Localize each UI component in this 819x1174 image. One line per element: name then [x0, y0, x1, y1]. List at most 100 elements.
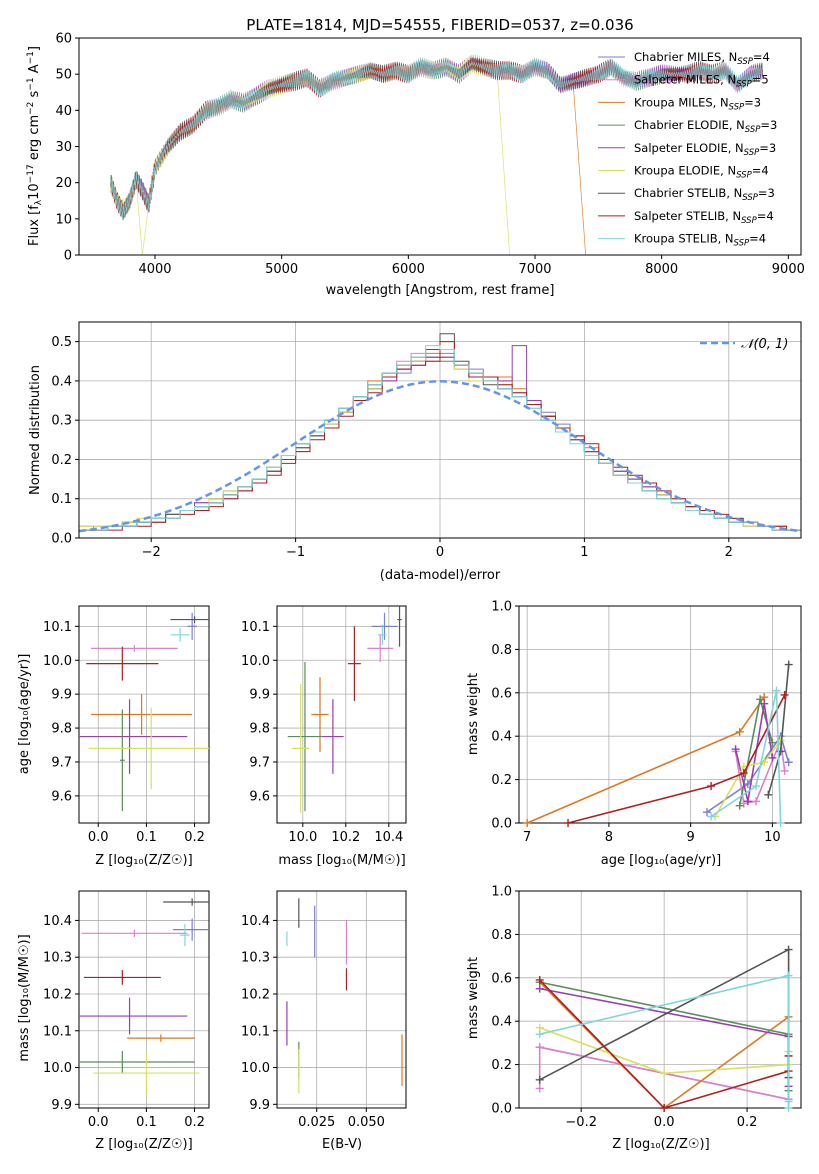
- mass-vs-ebv-ytick-label: 10.2: [241, 987, 270, 1002]
- weight-vs-z-point-marker: [535, 975, 544, 984]
- legend-label-tail: =3: [744, 95, 761, 109]
- mass-vs-ebv-xtick-label: 0.050: [348, 1115, 385, 1130]
- age-vs-z-ytick-label: 9.6: [51, 789, 72, 804]
- legend-label-tail: =4: [752, 164, 769, 178]
- weight-vs-age-xtick-label: 9: [687, 830, 695, 845]
- weight-vs-z-ytick-label: 0.2: [491, 1058, 512, 1073]
- weight-vs-age-xtick-label: 10: [764, 830, 781, 845]
- weight-vs-z-ytick-label: 0.0: [491, 1102, 512, 1117]
- age-vs-mass-panel: 10.0 10.2 10.4 9.6 9.7 9.8 9.9 10.0 10.1: [241, 605, 407, 845]
- spectrum-series-line: [110, 57, 763, 219]
- spectrum-ytick-label: 40: [55, 104, 72, 119]
- weight-vs-age-ytick-label: 0.2: [491, 773, 512, 788]
- residuals-histogram: [78, 341, 801, 538]
- residuals-panel: −2 −1 0 1 2 0.0 0.1 0.2 0.3 0.4 0.5 (data-model)/e…: [28, 321, 802, 583]
- age-vs-mass-xtick-label: 10.0: [288, 830, 317, 845]
- weight-vs-age-frame: [518, 605, 802, 824]
- weight-vs-age-point-marker: [784, 660, 793, 669]
- mass-vs-ebv-xlabel: E(B-V): [322, 1137, 362, 1152]
- weight-vs-age-point-marker: [784, 758, 793, 767]
- mass-vs-ebv-ytick-label: 10.1: [241, 1024, 270, 1039]
- legend-label-main: Salpeter MILES, N: [634, 73, 736, 87]
- weight-vs-age-xlabel: age [log₁₀(age/yr)]: [601, 853, 722, 868]
- residuals-ytick-label: 0.0: [51, 532, 72, 547]
- spectrum-ytick-label: 50: [55, 68, 72, 83]
- mass-vs-z-ylabel: mass [log₁₀(M/M☉)]: [17, 934, 32, 1061]
- legend-label: Salpeter MILES, NSSP=5: [634, 73, 769, 90]
- mass-vs-z-xtick-label: 0.0: [88, 1115, 109, 1130]
- legend-label-tail: =4: [753, 50, 770, 64]
- legend-label-tail: =3: [760, 118, 777, 132]
- residuals-xtick-label: 2: [725, 545, 733, 560]
- residuals-histogram: [78, 345, 801, 538]
- spectrum-xtick-label: 6000: [392, 262, 425, 277]
- weight-vs-age-point-marker: [703, 808, 711, 817]
- weight-vs-age-point-marker: [752, 782, 761, 791]
- legend-label: Kroupa MILES, NSSP=3: [634, 95, 761, 112]
- weight-vs-age-xtick-label: 7: [523, 830, 531, 845]
- legend-label-tail: =4: [749, 232, 766, 246]
- residuals-ytick-label: 0.1: [51, 492, 72, 507]
- age-vs-mass-ytick-label: 10.1: [241, 620, 270, 635]
- spectrum-ytick-label: 30: [55, 140, 72, 155]
- residuals-xtick-label: 1: [580, 545, 588, 560]
- spectrum-plot-area: [110, 54, 763, 256]
- legend-label-sub: SSP: [736, 171, 752, 181]
- spectrum-xtick-label: 8000: [645, 262, 678, 277]
- spectrum-ticks: 4000 5000 6000 7000 8000 9000 0 10 20 30 40 50 60: [55, 32, 804, 278]
- spectrum-xtick-label: 9000: [772, 262, 805, 277]
- legend-label-main: Kroupa MILES, N: [634, 95, 729, 109]
- legend-label-main: Chabrier ELODIE, N: [634, 118, 745, 132]
- weight-vs-age-ytick-label: 0.0: [491, 817, 512, 832]
- age-vs-mass-ytick-label: 9.7: [249, 755, 270, 770]
- residuals-xlabel: (data-model)/error: [380, 568, 501, 583]
- legend-label-main: Chabrier MILES, N: [634, 50, 737, 64]
- residuals-legend: 𝒩(0, 1): [700, 337, 788, 352]
- weight-vs-z-panel: −0.2 0.0 0.2 0.0 0.2 0.4 0.6 0.8 1.0: [491, 885, 802, 1130]
- legend-label-sub: SSP: [736, 80, 752, 90]
- age-vs-z-panel: 0.0 0.1 0.2 9.6 9.7 9.8 9.9 10.0 10.1: [43, 605, 210, 845]
- weight-vs-age-point-marker: [780, 690, 789, 699]
- mass-vs-ebv-ytick-label: 10.0: [241, 1061, 270, 1076]
- legend-label-sub: SSP: [729, 102, 745, 112]
- residuals-xtick-label: −2: [142, 545, 161, 560]
- legend-label-sub: SSP: [742, 193, 758, 203]
- weight-vs-age-xtick-label: 8: [605, 830, 613, 845]
- spectrum-ytick-label: 60: [55, 32, 72, 47]
- residuals-ticks: −2 −1 0 1 2 0.0 0.1 0.2 0.3 0.4 0.5: [51, 335, 733, 560]
- weight-vs-age-point-marker: [707, 812, 716, 821]
- weight-vs-age-point-marker: [772, 686, 781, 695]
- age-vs-z-ytick-label: 9.7: [51, 755, 72, 770]
- weight-vs-age-point-marker: [760, 699, 769, 708]
- spectrum-series-line: [110, 57, 763, 256]
- age-vs-mass-xtick-label: 10.4: [374, 830, 403, 845]
- spectrum-ytick-label: 10: [55, 212, 72, 227]
- weight-vs-age-ytick-label: 0.4: [491, 730, 512, 745]
- weight-vs-age-point-marker: [776, 819, 785, 827]
- weight-vs-z-point-marker: [784, 945, 793, 954]
- legend-label-sub: SSP: [741, 216, 757, 226]
- mass-vs-ebv-ytick-label: 10.4: [241, 914, 270, 929]
- legend-label-tail: =3: [759, 141, 776, 155]
- mass-vs-ebv-frame: [276, 890, 407, 1109]
- weight-vs-age-point-marker: [780, 766, 789, 775]
- age-vs-mass-ytick-label: 9.8: [249, 722, 270, 737]
- residuals-ytick-label: 0.4: [51, 374, 72, 389]
- weight-vs-age-point-marker: [768, 753, 777, 762]
- legend-label: Salpeter ELODIE, NSSP=3: [634, 141, 776, 158]
- weight-vs-z-point-marker: [535, 1075, 544, 1084]
- age-vs-z-xtick-label: 0.1: [136, 830, 157, 845]
- spectrum-xtick-label: 5000: [265, 262, 298, 277]
- residuals-plot-area: [78, 322, 802, 539]
- legend-label-tail: =3: [758, 186, 775, 200]
- spectrum-xtick-label: 4000: [138, 262, 171, 277]
- residuals-xtick-label: 0: [436, 545, 444, 560]
- age-vs-z-xtick-label: 0.0: [88, 830, 109, 845]
- weight-vs-age-point-marker: [756, 695, 765, 704]
- weight-vs-age-point-marker: [743, 797, 752, 806]
- spectrum-panel: 4000 5000 6000 7000 8000 9000 0 10 20 30 40 50 60 wa…: [26, 32, 805, 299]
- legend-label: Salpeter STELIB, NSSP=4: [634, 209, 774, 226]
- mass-vs-ebv-xtick-label: 0.025: [298, 1115, 335, 1130]
- legend-label: Chabrier ELODIE, NSSP=3: [634, 118, 777, 135]
